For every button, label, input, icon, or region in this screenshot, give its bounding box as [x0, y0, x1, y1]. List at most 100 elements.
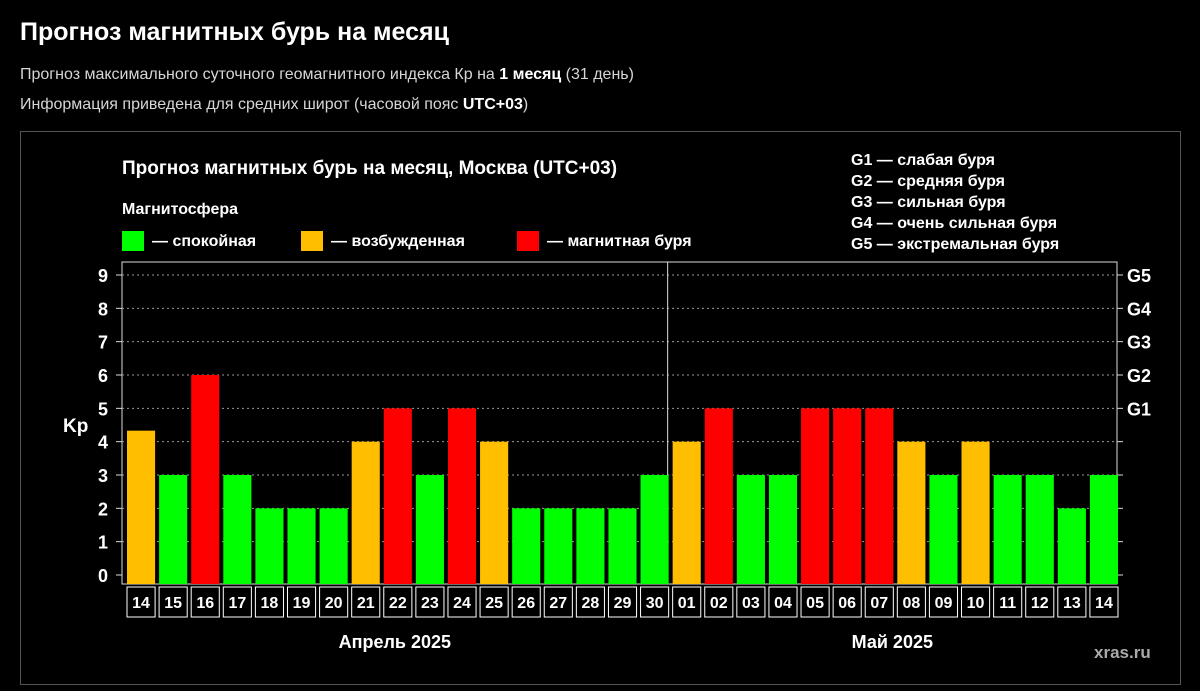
day-label-box	[319, 586, 349, 618]
y-tick-label: 3	[98, 466, 108, 486]
kp-bar	[736, 475, 765, 584]
day-label: 06	[838, 595, 856, 612]
day-label-box	[896, 586, 926, 618]
day-label: 05	[806, 595, 824, 612]
kp-bar	[127, 430, 156, 584]
kp-bar	[640, 475, 669, 584]
day-label-box	[768, 586, 798, 618]
g-scale-legend-item: G5 — экстремальная буря	[851, 236, 1059, 253]
kp-bar	[159, 475, 188, 584]
kp-bar	[383, 408, 412, 584]
y-tick-label: 8	[98, 299, 108, 319]
day-label: 08	[902, 595, 920, 612]
day-label: 22	[389, 595, 407, 612]
day-label: 17	[228, 595, 246, 612]
day-label: 29	[614, 595, 632, 612]
day-label: 12	[1031, 595, 1049, 612]
kp-bar	[447, 408, 477, 584]
kp-bar	[897, 441, 926, 584]
day-label-box	[286, 586, 317, 618]
day-label: 25	[485, 595, 503, 612]
day-label: 07	[870, 595, 888, 612]
day-label-box	[672, 586, 702, 618]
y-tick-label: 0	[98, 566, 108, 586]
kp-bar	[512, 508, 541, 584]
page-title: Прогноз магнитных бурь на месяц	[20, 18, 449, 46]
kp-bar	[768, 475, 798, 584]
day-label-box	[864, 586, 894, 618]
kp-bar	[544, 508, 573, 584]
day-label-box	[543, 586, 573, 618]
kp-bar	[704, 408, 733, 584]
day-label: 10	[967, 595, 985, 612]
y-tick-label: 9	[98, 266, 108, 286]
day-label-box	[158, 586, 188, 618]
day-label: 23	[421, 595, 439, 612]
y-tick-label: 7	[98, 333, 108, 353]
kp-bar	[480, 441, 509, 584]
kp-bar	[1089, 475, 1118, 584]
day-label-box	[1057, 586, 1087, 618]
kp-bar	[351, 441, 380, 584]
kp-bar	[993, 475, 1022, 584]
g-scale-axis-label: G4	[1127, 299, 1151, 319]
kp-bar	[415, 475, 444, 584]
chart-frame	[20, 131, 1181, 685]
g-scale-legend-item: G4 — очень сильная буря	[851, 215, 1057, 232]
day-label-box	[351, 586, 381, 618]
g-scale-axis-label: G3	[1127, 333, 1151, 353]
day-label-box	[1089, 586, 1119, 618]
day-label: 21	[357, 595, 375, 612]
day-label: 24	[453, 595, 471, 612]
subtitle-timezone: Информация приведена для средних широт (…	[20, 96, 528, 114]
day-label-box	[928, 586, 959, 618]
y-tick-label: 2	[98, 499, 108, 519]
day-label-box	[383, 586, 413, 618]
day-label-box	[640, 586, 670, 618]
kp-bar	[223, 475, 252, 584]
g-scale-axis-label: G1	[1127, 399, 1151, 419]
g-scale-axis-label: G5	[1127, 266, 1151, 286]
kp-bar	[865, 408, 894, 584]
day-label: 27	[549, 595, 567, 612]
day-label: 16	[196, 595, 214, 612]
day-label-box	[993, 586, 1023, 618]
subtitle-forecast: Прогноз максимального суточного геомагни…	[20, 66, 634, 84]
month-label: Май 2025	[852, 632, 933, 652]
day-label-box	[832, 586, 862, 618]
legend-swatch-excited	[301, 231, 323, 251]
kp-bar	[929, 475, 958, 584]
kp-bar	[1025, 475, 1054, 584]
day-label: 02	[710, 595, 728, 612]
kp-bar	[961, 441, 990, 584]
kp-bar	[319, 508, 348, 584]
day-label: 04	[774, 595, 792, 612]
legend-title: Магнитосфера	[122, 201, 238, 218]
kp-bar	[608, 508, 637, 584]
subtitle-forecast-days: (31 день)	[561, 66, 634, 83]
day-label-box	[800, 586, 830, 618]
day-label: 14	[132, 595, 150, 612]
legend-swatch-storm	[517, 231, 539, 251]
legend-label-excited: — возбужденная	[331, 233, 465, 250]
day-label-box	[1025, 586, 1055, 618]
g-scale-axis-label: G2	[1127, 366, 1151, 386]
subtitle-timezone-text: Информация приведена для средних широт (…	[20, 96, 463, 113]
y-tick-label: 1	[98, 533, 108, 553]
day-label-box	[415, 586, 445, 618]
kp-bar	[576, 508, 605, 584]
day-label: 13	[1063, 595, 1081, 612]
day-label-box	[575, 586, 605, 618]
kp-bar	[672, 441, 701, 584]
day-label-box	[961, 586, 991, 618]
kp-bar	[833, 408, 862, 584]
day-label-box	[479, 586, 509, 618]
day-label: 11	[999, 595, 1016, 612]
legend-label-calm: — спокойная	[152, 233, 256, 250]
day-label-box	[704, 586, 734, 618]
day-label: 09	[935, 595, 953, 612]
day-label-box	[736, 586, 766, 618]
day-label-box	[126, 586, 156, 618]
subtitle-forecast-text: Прогноз максимального суточного геомагни…	[20, 66, 500, 83]
